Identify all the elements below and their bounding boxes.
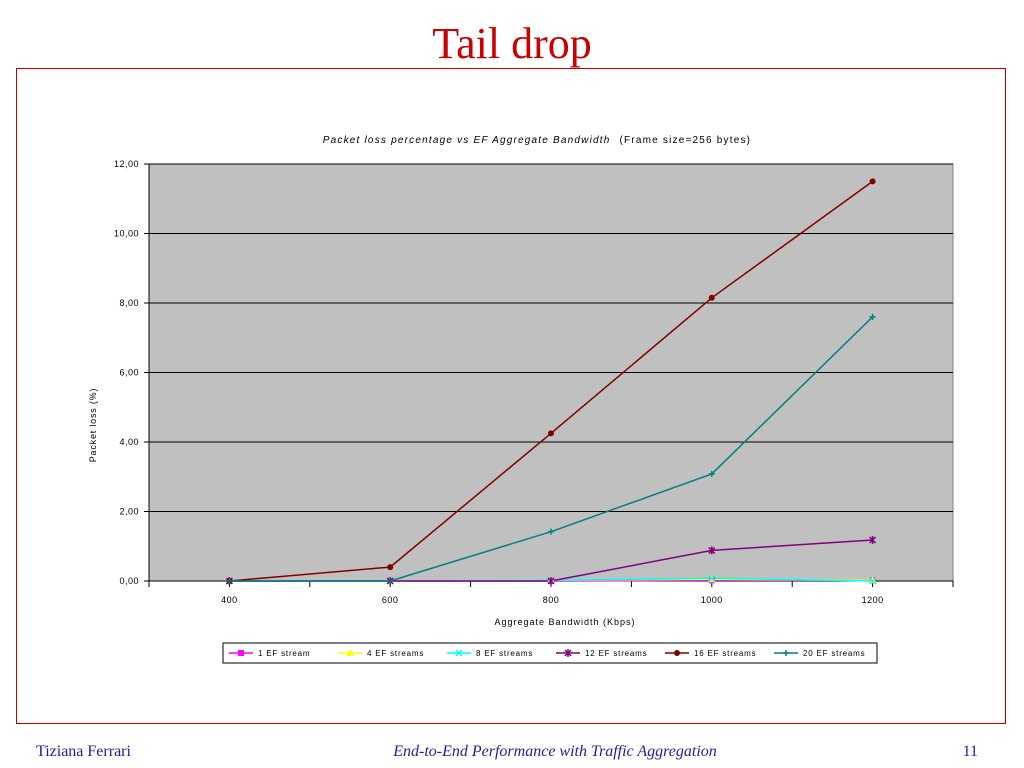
legend-box bbox=[222, 642, 878, 664]
data-point bbox=[455, 649, 463, 657]
data-point bbox=[708, 574, 716, 582]
data-point bbox=[674, 650, 680, 656]
legend-label: 8 EF streams bbox=[476, 649, 533, 658]
data-point bbox=[226, 578, 233, 584]
y-tick-label: 0,00 bbox=[119, 576, 139, 586]
data-point bbox=[868, 576, 877, 584]
y-tick-label: 6,00 bbox=[119, 368, 139, 378]
data-point bbox=[869, 313, 876, 320]
data-point bbox=[783, 650, 789, 656]
data-point bbox=[547, 577, 555, 585]
y-tick-label: 10,00 bbox=[114, 229, 139, 239]
legend-label: 4 EF streams bbox=[367, 649, 424, 658]
data-point bbox=[238, 650, 244, 656]
chart-title-italic: Packet loss percentage vs EF Aggregate B… bbox=[323, 135, 611, 146]
data-point bbox=[869, 577, 877, 585]
x-tick-label: 400 bbox=[221, 595, 238, 605]
data-point bbox=[548, 430, 554, 437]
y-axis-label: Packet loss (%) bbox=[88, 388, 98, 463]
y-tick-label: 8,00 bbox=[119, 298, 139, 308]
line-chart: Packet loss percentage vs EF Aggregate B… bbox=[88, 135, 954, 664]
data-point bbox=[708, 294, 715, 301]
chart-frame: Packet loss percentage vs EF Aggregate B… bbox=[16, 68, 1006, 724]
data-point bbox=[708, 470, 715, 477]
chart-title-rest: (Frame size=256 bytes) bbox=[620, 135, 752, 146]
x-tick-label: 800 bbox=[543, 595, 560, 605]
data-point bbox=[346, 649, 354, 656]
data-point bbox=[387, 564, 394, 571]
footer-talk-title: End-to-End Performance with Traffic Aggr… bbox=[393, 743, 717, 760]
data-point bbox=[869, 535, 877, 544]
x-tick-label: 1200 bbox=[862, 595, 884, 605]
y-tick-label: 4,00 bbox=[119, 437, 139, 447]
data-point bbox=[708, 546, 716, 555]
data-point bbox=[869, 178, 876, 185]
x-tick-label: 600 bbox=[382, 595, 399, 605]
legend-label: 12 EF streams bbox=[585, 649, 647, 658]
legend-label: 1 EF stream bbox=[258, 649, 310, 658]
y-tick-label: 2,00 bbox=[119, 507, 139, 517]
page-number: 11 bbox=[962, 743, 978, 760]
x-tick-label: 1000 bbox=[701, 595, 723, 605]
legend-label: 16 EF streams bbox=[694, 649, 756, 658]
data-point bbox=[548, 528, 554, 535]
slide-title: Tail drop bbox=[432, 19, 592, 68]
chart-title: Packet loss percentage vs EF Aggregate B… bbox=[323, 135, 751, 146]
data-point bbox=[387, 578, 394, 584]
footer-author: Tiziana Ferrari bbox=[36, 743, 131, 760]
y-tick-label: 12,00 bbox=[114, 159, 139, 169]
legend-label: 20 EF streams bbox=[803, 649, 865, 658]
chart-legend: 1 EF stream 4 EF streams 8 EF streams 12 EF… bbox=[222, 642, 878, 664]
x-axis-label: Aggregate Bandwidth (Kbps) bbox=[494, 617, 635, 627]
data-point bbox=[564, 649, 572, 657]
